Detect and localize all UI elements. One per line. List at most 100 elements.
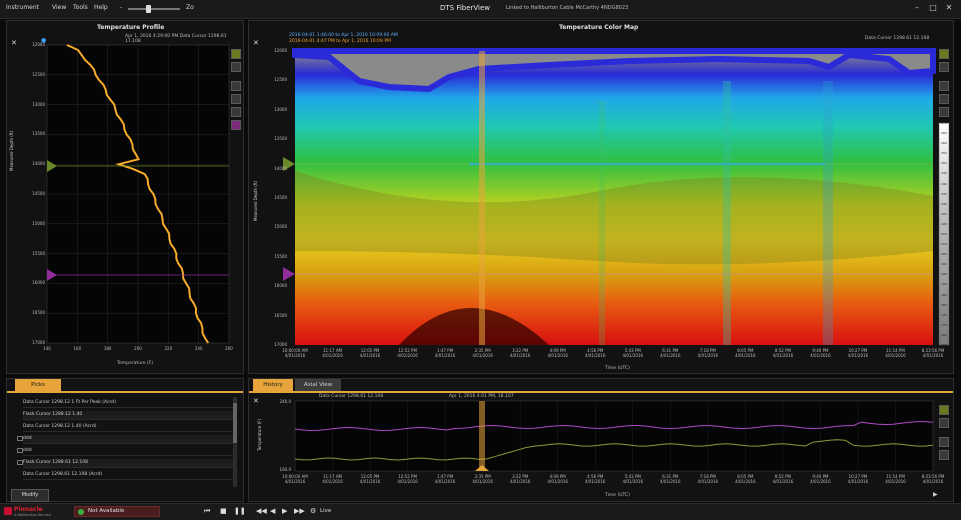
- fast-forward-icon[interactable]: ▶▶: [294, 507, 305, 515]
- colormap-scale-tick: 220: [941, 221, 947, 226]
- history-date-text: Apr 1, 2016 4:01 PM, 18.107: [449, 394, 514, 399]
- menu-instrument[interactable]: Instrument: [6, 4, 40, 11]
- tab-axial-view[interactable]: Axial View: [295, 379, 341, 391]
- colormap-x-tick: 5:43 PM 4/01/2016: [622, 348, 643, 358]
- profile-y-tick: 12000: [32, 42, 45, 47]
- zoom-plus[interactable]: Zo: [186, 4, 194, 11]
- profile-close-icon[interactable]: ✕: [11, 39, 17, 47]
- colormap-x-tick: 1:47 PM 4/01/2016: [434, 348, 456, 358]
- profile-plot[interactable]: [7, 21, 245, 375]
- colormap-color-scale: [938, 122, 950, 346]
- colormap-zoom-tool-icon[interactable]: [939, 49, 949, 59]
- profile-pan-tool-icon[interactable]: [231, 62, 241, 72]
- history-x-tick: 7:18 PM 4/01/2016: [697, 474, 719, 484]
- history-pan-tool-icon[interactable]: [939, 418, 949, 428]
- zoom-slider-track[interactable]: [128, 8, 180, 10]
- colormap-y-tick: 13000: [274, 106, 287, 112]
- pick-row[interactable]: Data Cursor 1298.12 1.40 (Acrd): [23, 423, 235, 432]
- colormap-x-tick: 9:40 PM 4/01/2016: [810, 348, 831, 358]
- colormap-reset-tool-icon[interactable]: [939, 94, 949, 104]
- profile-grid: [47, 45, 229, 343]
- pick-checkbox[interactable]: [17, 460, 23, 465]
- picks-scrollbar[interactable]: [233, 397, 237, 487]
- colormap-y-tick: 16500: [274, 312, 287, 318]
- history-x-tick: 3:22 PM 4/01/2016: [509, 474, 531, 484]
- history-close-icon[interactable]: ✕: [253, 397, 259, 405]
- modify-button[interactable]: Modify: [11, 489, 49, 502]
- app-title: DTS FiberView: [440, 4, 491, 12]
- profile-y-tick: 12500: [32, 71, 45, 77]
- colormap-x-tick: 10:27 PM 4/01/2016: [847, 348, 869, 358]
- pick-row[interactable]: Flask Cursor 1298.12 1.40: [23, 411, 235, 420]
- rewind-icon[interactable]: ◀◀: [256, 507, 267, 515]
- colormap-pan-tool-icon[interactable]: [939, 62, 949, 72]
- pick-checkbox[interactable]: [17, 448, 23, 453]
- colormap-scale-tick: 245: [941, 171, 947, 176]
- colormap-scale-tick: 210: [941, 242, 947, 247]
- profile-y-tick: 15000: [32, 220, 45, 226]
- history-reset-tool-icon[interactable]: [939, 450, 949, 460]
- colormap-close-icon[interactable]: ✕: [253, 39, 259, 47]
- history-zoom-tool-icon[interactable]: [939, 405, 949, 415]
- colormap-x-tick: 8:52 PM 4/01/2016: [772, 348, 794, 358]
- picks-tabbar: Picks: [7, 379, 243, 393]
- colormap-scale-tick: 160: [941, 343, 947, 347]
- history-time-cursor-marker: [475, 465, 489, 471]
- pause-icon[interactable]: ❚❚: [234, 507, 246, 515]
- pick-row[interactable]: Flask Cursor 1298.61 12.108: [23, 459, 235, 468]
- history-purple-series: [294, 421, 934, 432]
- tab-picks[interactable]: Picks: [15, 379, 61, 391]
- profile-reset-tool-icon[interactable]: [231, 94, 241, 104]
- play-icon[interactable]: ▶: [282, 507, 288, 515]
- profile-x-tick: 180: [103, 346, 112, 351]
- history-fit-tool-icon[interactable]: [939, 437, 949, 447]
- tab-history[interactable]: History: [253, 379, 293, 391]
- colormap-x-tick: 8:05 PM 4/01/2016: [735, 348, 756, 358]
- colormap-scale-tick: 255: [941, 151, 947, 156]
- pick-row[interactable]: Data Cursor 1298.61 12.108 (Acrd): [23, 471, 235, 480]
- colormap-scale-tick: 225: [941, 211, 947, 216]
- profile-y-tick: 13500: [32, 131, 45, 137]
- pick-row[interactable]: ddd: [23, 435, 235, 444]
- pick-checkbox[interactable]: [17, 436, 23, 441]
- history-plot[interactable]: [249, 379, 955, 503]
- menu-view[interactable]: View: [52, 4, 67, 11]
- profile-x-tick: 260: [225, 346, 233, 351]
- pick-row[interactable]: ddd: [23, 447, 235, 456]
- colormap-fit-tool-icon[interactable]: [939, 81, 949, 91]
- colormap-x-tick: 11:17 AM 4/01/2016: [322, 348, 343, 358]
- menu-tools[interactable]: Tools: [73, 4, 88, 11]
- pick-row[interactable]: Data Cursor 1298.12 1 Ft Per Peak (Acrd): [23, 399, 235, 408]
- skip-start-icon[interactable]: ⏮: [204, 507, 211, 515]
- step-back-icon[interactable]: ◀: [270, 507, 276, 515]
- history-x-tick: 2:35 PM 4/01/2016: [472, 474, 493, 484]
- profile-purple-cursor-marker: [47, 269, 57, 281]
- history-next-icon[interactable]: ▶: [933, 491, 938, 498]
- profile-fit-tool-icon[interactable]: [231, 81, 241, 91]
- colormap-scale-tick: 200: [941, 262, 947, 267]
- colormap-plot[interactable]: [249, 21, 955, 375]
- maximize-icon[interactable]: □: [929, 3, 937, 12]
- colormap-cursor-tool-icon[interactable]: [939, 107, 949, 117]
- profile-zoom-tool-icon[interactable]: [231, 49, 241, 59]
- history-x-tick: 8:23:56 PM 4/01/2016: [921, 474, 945, 484]
- close-icon[interactable]: ✕: [945, 3, 953, 12]
- colormap-green-cursor-marker: [283, 157, 295, 171]
- zoom-minus[interactable]: -: [120, 4, 123, 11]
- history-x-tick: 11:17 AM 4/01/2016: [322, 474, 343, 484]
- colormap-x-tick: 8:23:56 PM 4/01/2016: [921, 348, 945, 358]
- zoom-slider-handle[interactable]: [146, 5, 151, 13]
- colormap-scale-tick: 250: [941, 161, 947, 166]
- colormap-y-tick: 16000: [274, 283, 287, 289]
- minimize-icon[interactable]: –: [915, 3, 919, 12]
- menu-help[interactable]: Help: [94, 4, 108, 11]
- profile-cursor-tool-icon[interactable]: [231, 107, 241, 117]
- stop-icon[interactable]: ■: [220, 507, 227, 515]
- colormap-scale-tick: 190: [941, 282, 947, 287]
- history-x-tick: 10:27 PM 4/01/2016: [847, 474, 869, 484]
- profile-temperature-points: [66, 44, 209, 344]
- profile-marker-tool-icon[interactable]: [231, 120, 241, 130]
- history-x-tick: 6:31 PM 4/01/2016: [660, 474, 681, 484]
- colormap-y-tick: 12000: [274, 48, 287, 53]
- settings-icon[interactable]: ⚙: [310, 507, 317, 515]
